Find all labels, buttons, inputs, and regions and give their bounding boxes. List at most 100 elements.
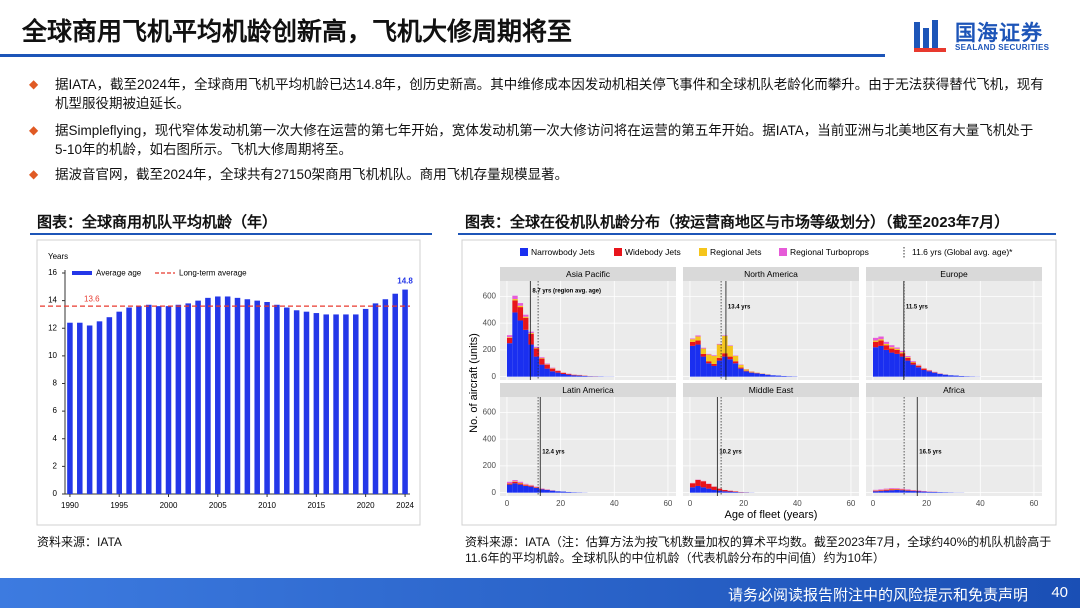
histogram-bar [555, 491, 561, 493]
histogram-bar [722, 489, 728, 492]
histogram-bar [872, 347, 879, 377]
histogram-bar [915, 364, 922, 366]
histogram-bar [899, 490, 906, 493]
y-tick-label: 12 [48, 323, 57, 332]
bar [372, 303, 379, 494]
histogram-bar [517, 483, 524, 485]
legend-swatch [779, 248, 787, 256]
region-average-label: 8.7 yrs (region avg. age) [532, 289, 601, 295]
facet-title: Middle East [749, 385, 794, 395]
region-average-label: 12.4 yrs [542, 450, 565, 456]
histogram-bar [706, 361, 712, 364]
histogram-bar [571, 374, 577, 376]
region-average-label: 13.4 yrs [728, 305, 751, 311]
x-tick-label: 2010 [258, 501, 276, 510]
histogram-bar [883, 488, 890, 490]
region-average-label: 16.5 yrs [919, 450, 942, 456]
histogram-bar [566, 491, 572, 493]
legend-label: Regional Jets [710, 247, 762, 257]
y-tick-label: 600 [483, 291, 497, 300]
histogram-bar [899, 356, 906, 377]
histogram-bar [872, 490, 879, 492]
histogram-bar [894, 489, 900, 490]
y-tick-label: 14 [48, 296, 57, 305]
histogram-bar [770, 375, 776, 377]
bar [205, 297, 211, 494]
histogram-bar [523, 316, 529, 318]
histogram-bar [921, 369, 927, 377]
histogram-bar [883, 341, 890, 344]
histogram-bar [910, 362, 916, 365]
histogram-bar [716, 488, 723, 491]
histogram-bar [528, 486, 534, 493]
histogram-bar [926, 370, 932, 372]
histogram-bar [878, 336, 884, 340]
histogram-bar [528, 485, 534, 487]
histogram-bar [894, 488, 900, 489]
x-tick-label: 60 [663, 499, 672, 508]
x-tick-label: 20 [922, 499, 931, 508]
facet-strip [500, 267, 676, 281]
histogram-bar [905, 490, 911, 491]
histogram-bar [700, 487, 707, 493]
histogram-bar [689, 345, 696, 377]
facet-strip [866, 383, 1042, 397]
histogram-bar [716, 357, 723, 361]
histogram-bar [722, 353, 728, 357]
facet-title: Europe [940, 269, 968, 279]
histogram-bar [528, 331, 534, 334]
bar [284, 307, 290, 494]
histogram-bar [889, 347, 895, 349]
histogram-bar [722, 335, 728, 336]
histogram-bar [517, 305, 524, 308]
histogram-bar [727, 359, 733, 377]
legend-label: Long-term average [179, 269, 247, 278]
bar [195, 300, 201, 494]
bar [323, 314, 329, 494]
histogram-bar [759, 373, 766, 377]
histogram-bar [722, 356, 728, 377]
x-tick-label: 0 [505, 499, 510, 508]
histogram-bar [533, 346, 540, 348]
histogram-bar [883, 489, 890, 491]
histogram-bar [700, 356, 707, 377]
histogram-bar [722, 335, 728, 354]
histogram-bar [689, 338, 696, 340]
bar [382, 299, 389, 494]
histogram-bar [523, 483, 529, 485]
y-tick-label: 6 [53, 406, 58, 415]
bar [234, 297, 241, 494]
bullet-text: 据Simpleflying，现代窄体发动机第一次大修在运营的第七年开始，宽体发动… [55, 123, 1034, 157]
bar [136, 306, 142, 494]
histogram-bar [523, 484, 529, 486]
logo-icon [914, 20, 946, 52]
bar [224, 296, 231, 494]
histogram-bar [523, 317, 529, 330]
legend-swatch [72, 271, 92, 275]
histogram-bar [506, 484, 513, 493]
bar [244, 299, 251, 494]
histogram-bar [872, 489, 879, 491]
histogram-bar [695, 344, 701, 377]
y-tick-label: 0 [492, 372, 497, 381]
histogram-bar [894, 348, 900, 350]
bar [126, 307, 132, 494]
histogram-bar [948, 375, 954, 377]
histogram-bar [872, 340, 879, 342]
histogram-bar [899, 489, 906, 491]
y-axis-title: Years [48, 252, 68, 261]
histogram-bar [711, 355, 717, 356]
histogram-bar [711, 363, 717, 366]
bar [254, 300, 260, 494]
data-label: 14.8 [397, 277, 413, 286]
histogram-bar [695, 336, 701, 341]
y-tick-label: 400 [483, 434, 497, 443]
histogram-bar [926, 371, 932, 377]
histogram-bar [706, 354, 712, 362]
bar [165, 306, 172, 494]
histogram-bar [727, 356, 733, 360]
x-tick-label: 20 [739, 499, 748, 508]
histogram-bar [743, 371, 749, 377]
